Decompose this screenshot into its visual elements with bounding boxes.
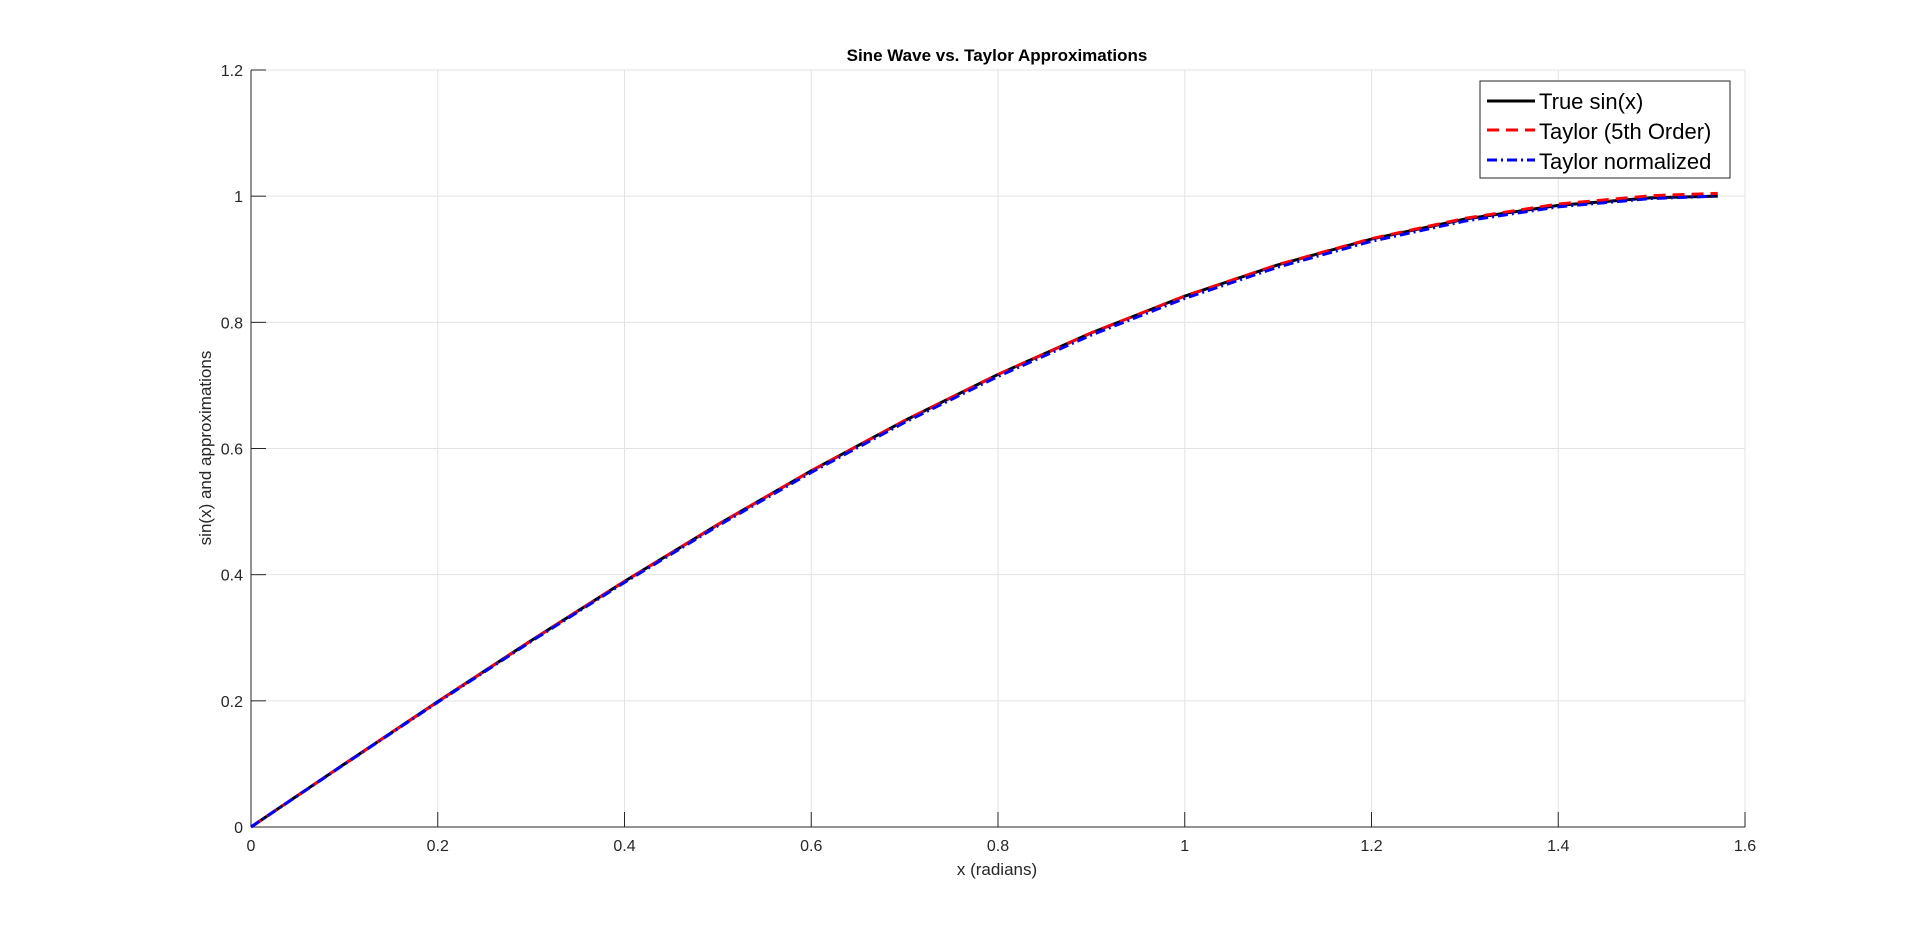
y-tick-label: 0.8 — [221, 315, 243, 332]
chart-title: Sine Wave vs. Taylor Approximations — [847, 46, 1148, 65]
y-tick-label: 0.6 — [221, 442, 243, 459]
x-tick-label: 0.4 — [613, 838, 635, 855]
legend-box — [1479, 80, 1731, 179]
x-tick-label: 1.2 — [1360, 838, 1382, 855]
y-axis-label: sin(x) and approximations — [196, 351, 215, 546]
x-tick-label: 1.6 — [1734, 838, 1756, 855]
legend-label-true-sin: True sin(x) — [1539, 89, 1643, 114]
y-tick-label: 0 — [234, 820, 243, 837]
y-tick-label: 0.2 — [221, 694, 243, 711]
y-tick-label: 1 — [234, 189, 243, 206]
legend-label-taylor-5th: Taylor (5th Order) — [1539, 119, 1711, 144]
series-lines — [250, 191, 1718, 829]
y-tick-label: 1.2 — [221, 63, 243, 80]
x-axis-label: x (radians) — [957, 860, 1037, 879]
x-tick-label: 1.4 — [1547, 838, 1569, 855]
x-tick-label: 0.2 — [427, 838, 449, 855]
x-tick-label: 0 — [247, 838, 256, 855]
y-tick-label: 0.4 — [221, 568, 243, 585]
x-tick-label: 0.8 — [987, 838, 1009, 855]
x-tick-label: 0.6 — [800, 838, 822, 855]
x-axis-ticks: 0 0.2 0.4 0.6 0.8 1 1.2 1.4 1.6 — [247, 812, 1756, 855]
series-taylor-5th-line — [250, 191, 1718, 829]
legend-label-taylor-normalized: Taylor normalized — [1539, 149, 1711, 174]
x-tick-label: 1 — [1180, 838, 1189, 855]
y-axis-ticks: 0 0.2 0.4 0.6 0.8 1 1.2 — [221, 63, 266, 837]
legend: True sin(x) Taylor (5th Order) Taylor no… — [1479, 80, 1731, 179]
